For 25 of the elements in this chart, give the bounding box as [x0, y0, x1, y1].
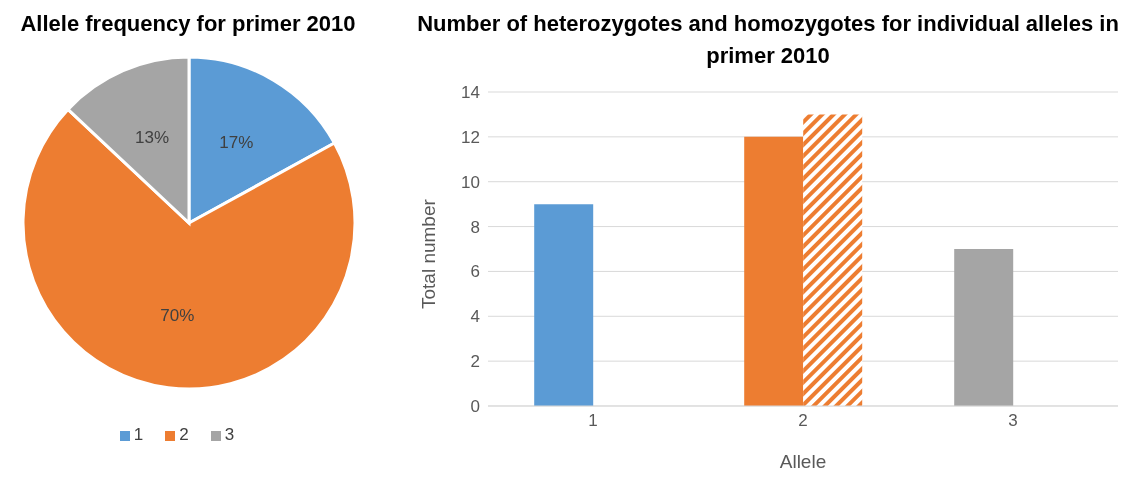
y-tick-label: 4 [470, 307, 480, 327]
y-tick-label: 12 [461, 127, 480, 147]
x-axis-title: Allele [779, 451, 827, 472]
y-tick-label: 14 [461, 83, 480, 103]
bar [803, 114, 863, 406]
chart-title: Number of heterozygotes and homozygotes for individual alleles in primer 2010 [416, 10, 1120, 70]
y-tick-label: 2 [470, 352, 480, 372]
bar [534, 204, 594, 406]
y-tick-label: 6 [470, 262, 480, 282]
x-tick-label: 1 [588, 411, 598, 431]
data-label: 13% [135, 128, 170, 148]
x-tick-label: 2 [798, 411, 808, 431]
legend-label: 2 [179, 425, 189, 444]
chart-title: Allele frequency for primer 2010 [19, 10, 357, 38]
x-tick-label: 3 [1008, 411, 1018, 431]
y-axis-title: Total number [417, 198, 439, 309]
legend-label: 1 [133, 425, 144, 444]
legend-label: 3 [224, 425, 235, 444]
bar [954, 249, 1014, 406]
bar [744, 136, 804, 406]
y-tick-label: 0 [470, 397, 480, 417]
y-tick-label: 8 [470, 217, 480, 237]
data-label: 17% [219, 133, 254, 153]
data-label: 70% [160, 305, 195, 325]
y-tick-label: 10 [461, 172, 480, 192]
